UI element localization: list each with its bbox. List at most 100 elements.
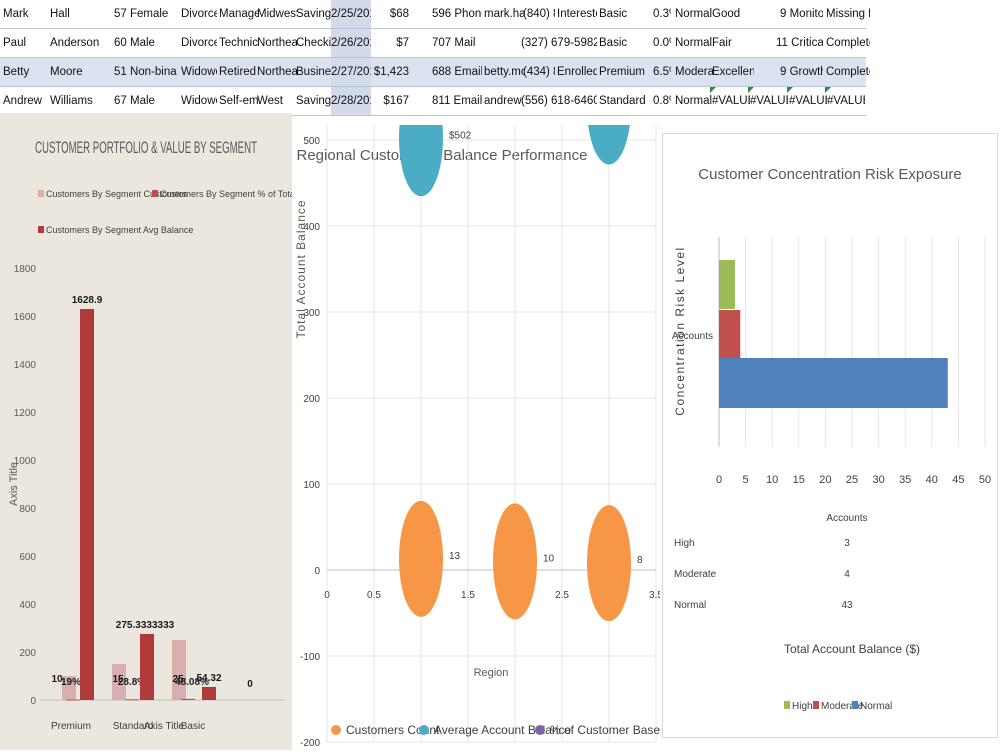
sheet-cell[interactable]: 707 Mail <box>432 37 476 49</box>
table-row-label: High <box>674 538 695 549</box>
sheet-cell[interactable]: $7 <box>396 37 409 49</box>
sheet-cell[interactable]: 9 Growth <box>780 66 823 78</box>
sheet-cell[interactable]: 2/26/2019 <box>331 29 371 58</box>
sheet-cell[interactable]: Betty <box>3 66 30 78</box>
bar <box>62 676 76 700</box>
sheet-cell[interactable]: $167 <box>383 95 409 107</box>
sheet-cell[interactable]: Complete <box>826 66 870 78</box>
bar <box>112 664 126 700</box>
sheet-cell[interactable]: 688 Email <box>432 66 482 78</box>
sheet-cell[interactable]: Retired <box>219 66 257 78</box>
category-label: Accounts <box>672 331 713 342</box>
sheet-cell[interactable]: 11 Critical <box>776 37 823 49</box>
sheet-cell[interactable]: Basic <box>599 8 628 20</box>
sheet-cell[interactable]: Missing Email <box>826 8 870 20</box>
sheet-cell[interactable]: Enrolled ir <box>557 66 597 78</box>
sheet-cell[interactable]: Hall <box>50 8 70 20</box>
sheet-cell[interactable]: Savings <box>296 8 332 20</box>
x-tick-label: 20 <box>819 474 831 486</box>
sheet-cell[interactable]: Normal <box>675 8 713 20</box>
sheet-cell[interactable]: Excellent <box>712 66 754 78</box>
sheet-cell[interactable]: mark.hall3 <box>484 8 524 20</box>
sheet-cell[interactable]: Mark <box>3 8 29 20</box>
sheet-cell[interactable]: 811 Email <box>432 95 482 107</box>
category-label: Premium <box>51 721 91 732</box>
sheet-cell[interactable]: Basic <box>599 37 628 49</box>
legend-swatch <box>38 226 44 233</box>
x-tick-label: 1.5 <box>461 590 475 601</box>
x-tick-label: 15 <box>793 474 805 486</box>
sheet-cell[interactable]: Manageric <box>219 8 259 20</box>
sheet-cell[interactable]: $1,423 <box>373 66 409 78</box>
sheet-cell[interactable]: Williams <box>50 95 93 107</box>
sheet-cell[interactable]: #VALUE! <box>827 95 865 107</box>
sheet-cell[interactable]: 2/25/2019 <box>331 0 371 29</box>
sheet-cell[interactable]: betty.moo <box>484 66 524 78</box>
sheet-cell[interactable]: 57 Female <box>114 8 169 20</box>
sheet-cell[interactable]: (327) 679-5982 <box>521 37 597 49</box>
x-axis-title: Total Account Balance ($) <box>784 642 920 656</box>
legend-swatch <box>784 701 790 709</box>
sheet-cell[interactable]: Northeast <box>257 66 297 78</box>
sheet-cell[interactable]: 51 Non-binar <box>114 66 177 78</box>
sheet-cell[interactable]: Fair <box>712 37 732 49</box>
sheet-cell[interactable]: 0.3% <box>653 8 671 20</box>
sheet-cell[interactable]: Business <box>296 66 332 78</box>
sheet-cell[interactable]: Midwest <box>257 8 297 20</box>
sheet-cell[interactable]: Technicial <box>219 37 259 49</box>
sheet-cell[interactable]: Good <box>712 8 741 20</box>
sheet-cell[interactable]: 60 Male <box>114 37 155 49</box>
sheet-cell[interactable]: Paul <box>3 37 27 49</box>
sheet-cell[interactable]: Checking <box>296 37 332 49</box>
sheet-cell[interactable]: Savings <box>296 95 332 107</box>
sheet-cell[interactable]: andrew.wil <box>484 95 522 107</box>
x-tick-label: 50 <box>979 474 991 486</box>
sheet-cell[interactable]: $68 <box>389 8 409 20</box>
bar <box>140 633 154 700</box>
risk-chart: Customer Concentration Risk Exposure 0 5 10… <box>672 166 991 712</box>
sheet-cell[interactable]: #VALUE! <box>750 95 788 107</box>
sheet-cell[interactable]: Moderate <box>675 66 713 78</box>
bubble <box>399 80 443 197</box>
sheet-cell[interactable]: Complete <box>826 37 870 49</box>
sheet-cell[interactable]: #VALUE! <box>712 95 750 107</box>
sheet-cell[interactable]: 6.5% <box>653 66 671 78</box>
bar <box>719 310 741 358</box>
sheet-cell[interactable]: (556) 618-6460 <box>521 95 597 107</box>
sheet-cell[interactable]: Premium <box>599 66 646 78</box>
sheet-cell[interactable]: Anderson <box>50 37 100 49</box>
sheet-cell[interactable]: Interested <box>557 8 597 20</box>
sheet-cell[interactable]: 2/28/2019 <box>331 87 371 116</box>
sheet-cell[interactable]: Moore <box>50 66 83 78</box>
segment-chart: CUSTOMER PORTFOLIO & VALUE BY SEGMENT Cus… <box>8 138 297 732</box>
sheet-cell[interactable]: Andrew <box>3 95 42 107</box>
sheet-cell[interactable]: Normal <box>675 95 713 107</box>
sheet-cell[interactable]: 2/27/2019 <box>331 58 371 87</box>
sheet-cell[interactable]: (434) 890 <box>523 66 555 78</box>
sheet-cell[interactable]: (840) 803 <box>523 8 555 20</box>
sheet-cell[interactable]: Northeast <box>257 37 297 49</box>
sheet-cell[interactable]: Standard <box>599 95 646 107</box>
sheet-cell[interactable]: West <box>257 95 283 107</box>
sheet-cell[interactable]: Widowed <box>181 95 217 107</box>
sheet-cell[interactable]: #VALUE! <box>789 95 827 107</box>
sheet-cell[interactable]: 67 Male <box>114 95 155 107</box>
x-tick-label: 25 <box>846 474 858 486</box>
sheet-cell[interactable]: Normal <box>675 37 713 49</box>
segment-chart-panel: CUSTOMER PORTFOLIO & VALUE BY SEGMENT Cus… <box>0 113 297 750</box>
x-tick-label: 5 <box>743 474 749 486</box>
y-tick-label: 1200 <box>14 408 37 419</box>
table-row-label: Normal <box>674 600 706 611</box>
sheet-cell[interactable]: 596 Phone <box>432 8 482 20</box>
sheet-cell[interactable]: Divorced <box>181 37 217 49</box>
data-label: 10 <box>543 553 555 564</box>
sheet-gridline <box>0 57 866 58</box>
sheet-cell[interactable]: Self-emplc <box>219 95 259 107</box>
sheet-cell[interactable]: 0.8% <box>653 95 671 107</box>
legend-swatch <box>38 190 44 197</box>
sheet-cell[interactable]: 9 Monitor <box>780 8 823 20</box>
table-header: Accounts <box>826 513 867 524</box>
sheet-cell[interactable]: Widowed <box>181 66 217 78</box>
sheet-cell[interactable]: Divorced <box>181 8 217 20</box>
sheet-cell[interactable]: 0.0% <box>653 37 671 49</box>
